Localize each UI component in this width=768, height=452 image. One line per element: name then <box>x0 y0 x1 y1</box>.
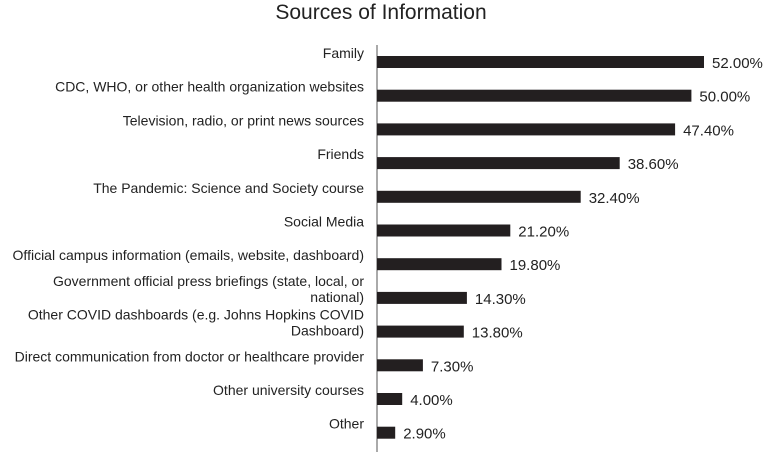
data-label-11: 2.90% <box>403 426 446 443</box>
category-label-5: Social Media <box>284 214 364 230</box>
category-label-7-line-0: Government official press briefings (sta… <box>53 273 364 289</box>
bar-7 <box>377 291 467 304</box>
data-label-4: 32.40% <box>589 190 640 207</box>
data-label-0: 52.00% <box>712 55 763 72</box>
data-label-5: 21.20% <box>518 224 569 241</box>
data-label-9: 7.30% <box>431 358 474 375</box>
bar-3 <box>377 157 620 170</box>
category-label-8-line-1: Dashboard) <box>291 323 364 339</box>
data-label-6: 19.80% <box>510 257 561 274</box>
bar-4 <box>377 190 581 203</box>
bars-group <box>377 56 704 439</box>
bar-11 <box>377 426 396 439</box>
category-label-7-line-1: national) <box>310 289 364 305</box>
bar-5 <box>377 224 511 237</box>
bar-10 <box>377 393 403 405</box>
bar-6 <box>377 258 502 271</box>
bar-0 <box>377 56 704 68</box>
data-label-2: 47.40% <box>683 122 734 139</box>
bar-1 <box>377 89 692 102</box>
category-label-9: Direct communication from doctor or heal… <box>15 348 365 364</box>
category-label-2: Television, radio, or print news sources <box>123 112 364 128</box>
category-labels-group: Family CDC, WHO, or other health organiza… <box>13 45 365 432</box>
category-label-10: Other university courses <box>213 382 364 398</box>
bar-8 <box>377 325 464 338</box>
data-label-10: 4.00% <box>410 392 453 409</box>
data-label-7: 14.30% <box>475 291 526 308</box>
category-label-11: Other <box>329 416 364 432</box>
category-label-8-line-0: Other COVID dashboards (e.g. Johns Hopki… <box>28 307 364 323</box>
category-label-0: Family <box>323 45 364 61</box>
data-labels-group: 52.00% 50.00% 47.40%38.60% 32.40% 21.20% 19.8… <box>403 55 763 443</box>
bar-9 <box>377 359 423 372</box>
category-label-4: The Pandemic: Science and Society course <box>93 180 364 196</box>
bar-2 <box>377 123 676 136</box>
chart-title: Sources of Information <box>275 1 486 24</box>
category-label-3: Friends <box>317 146 364 162</box>
category-label-1: CDC, WHO, or other health organization w… <box>55 79 364 95</box>
data-label-1: 50.00% <box>699 89 750 106</box>
data-label-3: 38.60% <box>628 156 679 173</box>
category-label-6: Official campus information (emails, web… <box>13 247 364 263</box>
data-label-8: 13.80% <box>472 325 523 342</box>
